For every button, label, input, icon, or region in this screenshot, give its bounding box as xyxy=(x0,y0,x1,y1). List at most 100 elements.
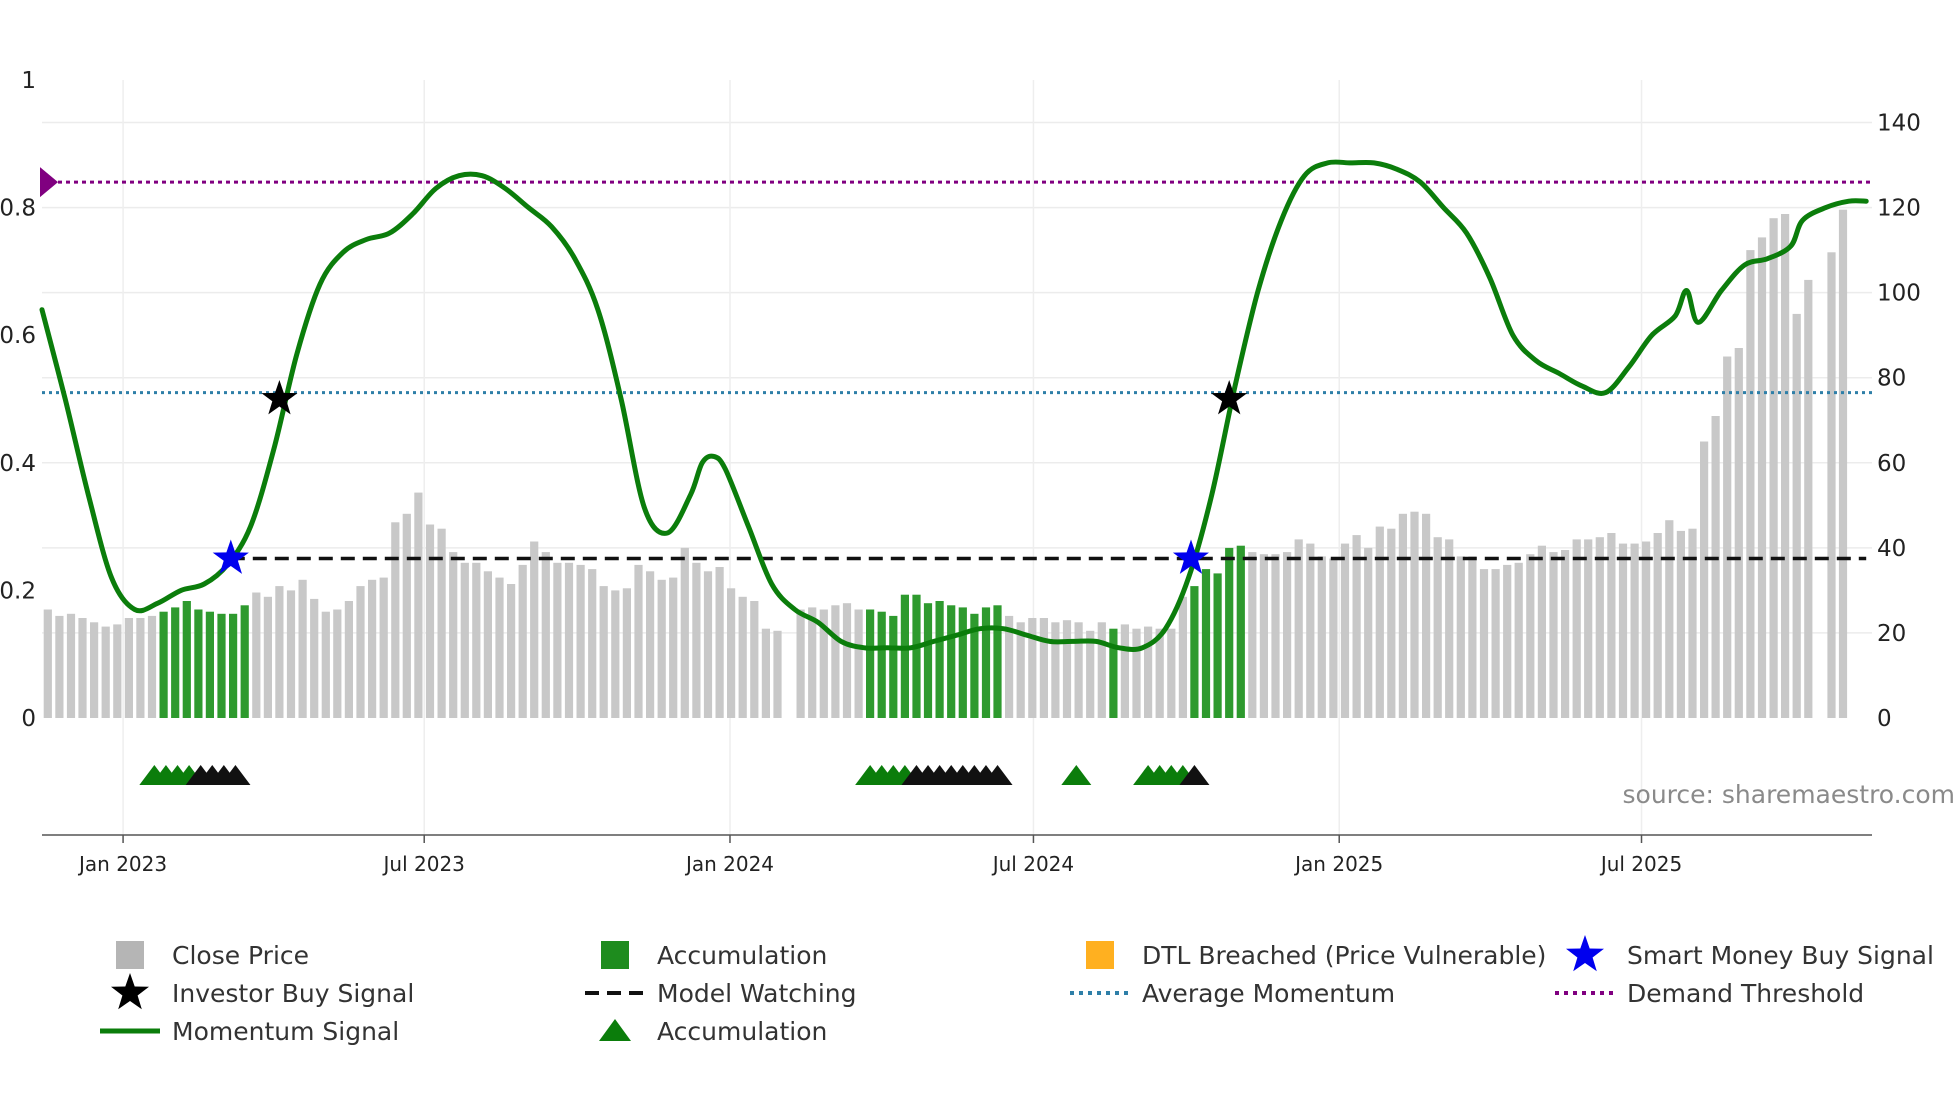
close-price-bar xyxy=(1097,622,1106,718)
legend-item: Accumulation xyxy=(601,941,827,970)
close-price-bar xyxy=(333,609,342,718)
right-tick-label: 140 xyxy=(1877,111,1921,137)
legend-swatch-triangle xyxy=(599,1019,631,1041)
axes: 0 0.2 0.4 0.6 0.8 1 0 20 40 60 80 100 120 140 xyxy=(0,68,1921,732)
close-price-bar xyxy=(1630,543,1639,718)
close-price-bar xyxy=(1665,520,1674,718)
price-bars xyxy=(43,209,1848,719)
right-tick-label: 20 xyxy=(1877,621,1906,647)
source-label: source: sharemaestro.com xyxy=(1623,780,1956,809)
accumulation-triangle xyxy=(1061,765,1092,785)
close-price-bar xyxy=(1120,624,1129,718)
close-price-bar xyxy=(1827,252,1836,719)
close-price-bar xyxy=(773,630,782,718)
close-price-bar xyxy=(1016,622,1025,718)
close-price-bar xyxy=(541,552,550,718)
accumulation-bar xyxy=(1225,547,1234,718)
close-price-bar xyxy=(646,571,655,718)
close-price-bar xyxy=(472,562,481,718)
legend-item: Investor Buy Signal xyxy=(111,973,414,1010)
legend-swatch-star xyxy=(1566,935,1604,972)
close-price-bar xyxy=(564,562,574,718)
close-price-bar xyxy=(819,609,828,718)
close-price-bar xyxy=(1271,554,1280,718)
close-price-bar xyxy=(449,552,458,718)
accumulation-bar xyxy=(866,609,875,718)
x-tick-label: Jul 2025 xyxy=(1599,852,1682,876)
close-price-bar xyxy=(495,577,504,718)
close-price-bar xyxy=(66,613,76,718)
close-price-bar xyxy=(263,596,272,718)
close-price-bar xyxy=(425,524,435,718)
investor-buy-star xyxy=(261,380,298,415)
close-price-bar xyxy=(530,541,539,718)
close-price-bar xyxy=(1642,541,1651,718)
legend-label: Momentum Signal xyxy=(172,1017,399,1046)
close-price-bar xyxy=(1178,596,1187,718)
legend-label: Demand Threshold xyxy=(1627,979,1864,1008)
close-price-bar xyxy=(622,588,631,718)
accumulation-bar xyxy=(877,611,886,718)
close-price-bar xyxy=(113,624,122,718)
accumulation-bar xyxy=(981,607,991,718)
close-price-bar xyxy=(808,607,817,718)
close-price-bar xyxy=(599,586,608,718)
legend-item: Momentum Signal xyxy=(100,1017,399,1046)
signal-markers xyxy=(212,380,1248,574)
x-tick-label: Jul 2024 xyxy=(991,852,1074,876)
accumulation-bar xyxy=(993,605,1002,718)
close-price-bar xyxy=(715,567,724,718)
close-price-bar xyxy=(761,628,770,718)
close-price-bar xyxy=(1387,528,1396,718)
close-price-bar xyxy=(1144,626,1153,718)
close-price-bar xyxy=(1723,356,1732,718)
left-tick-label: 0.8 xyxy=(0,196,36,222)
close-price-bar xyxy=(1028,618,1037,718)
close-price-bar xyxy=(1433,537,1442,718)
close-price-bar xyxy=(1838,209,1848,718)
accumulation-triangle-dark xyxy=(982,765,1013,785)
close-price-bar xyxy=(553,562,562,718)
close-price-bar xyxy=(1479,569,1489,718)
close-price-bar xyxy=(738,596,747,718)
close-price-bar xyxy=(1688,528,1697,718)
close-price-bar xyxy=(1769,218,1778,718)
close-price-bar xyxy=(1329,558,1338,718)
legend-label: Average Momentum xyxy=(1142,979,1395,1008)
close-price-bar xyxy=(252,592,261,718)
accumulation-bar xyxy=(935,601,944,718)
right-tick-label: 0 xyxy=(1877,706,1892,732)
close-price-bar xyxy=(750,601,759,718)
close-price-bar xyxy=(727,588,736,718)
close-price-bar xyxy=(1746,250,1755,718)
left-tick-label: 0 xyxy=(21,706,36,732)
close-price-bar xyxy=(414,492,423,718)
accumulation-bar xyxy=(1213,573,1222,718)
legend-item: Accumulation xyxy=(599,1017,827,1046)
close-price-bar xyxy=(101,626,110,718)
close-price-bar xyxy=(1572,539,1581,718)
close-price-bar xyxy=(43,609,52,718)
investor-buy-star xyxy=(1211,380,1248,415)
close-price-bar xyxy=(1086,630,1095,718)
right-tick-label: 40 xyxy=(1877,536,1906,562)
smart-money-buy-star xyxy=(1172,539,1209,574)
close-price-bar xyxy=(402,513,411,718)
close-price-bar xyxy=(1468,556,1477,718)
close-price-bar xyxy=(1781,214,1790,718)
close-price-bar xyxy=(1595,537,1604,718)
right-tick-label: 120 xyxy=(1877,196,1921,222)
close-price-bar xyxy=(1584,539,1593,718)
momentum-signal-line xyxy=(39,159,1869,652)
left-tick-label: 0.6 xyxy=(0,323,36,349)
close-price-bar xyxy=(124,618,133,718)
accumulation-bar xyxy=(159,611,168,718)
close-price-bar xyxy=(634,564,643,718)
close-price-bar xyxy=(1456,556,1465,718)
close-price-bar xyxy=(518,564,527,718)
smart-money-buy-star xyxy=(212,539,249,574)
accumulation-bar xyxy=(900,594,909,718)
close-price-bar xyxy=(1155,628,1164,718)
close-price-bar xyxy=(1422,513,1431,718)
close-price-bar xyxy=(379,577,388,718)
